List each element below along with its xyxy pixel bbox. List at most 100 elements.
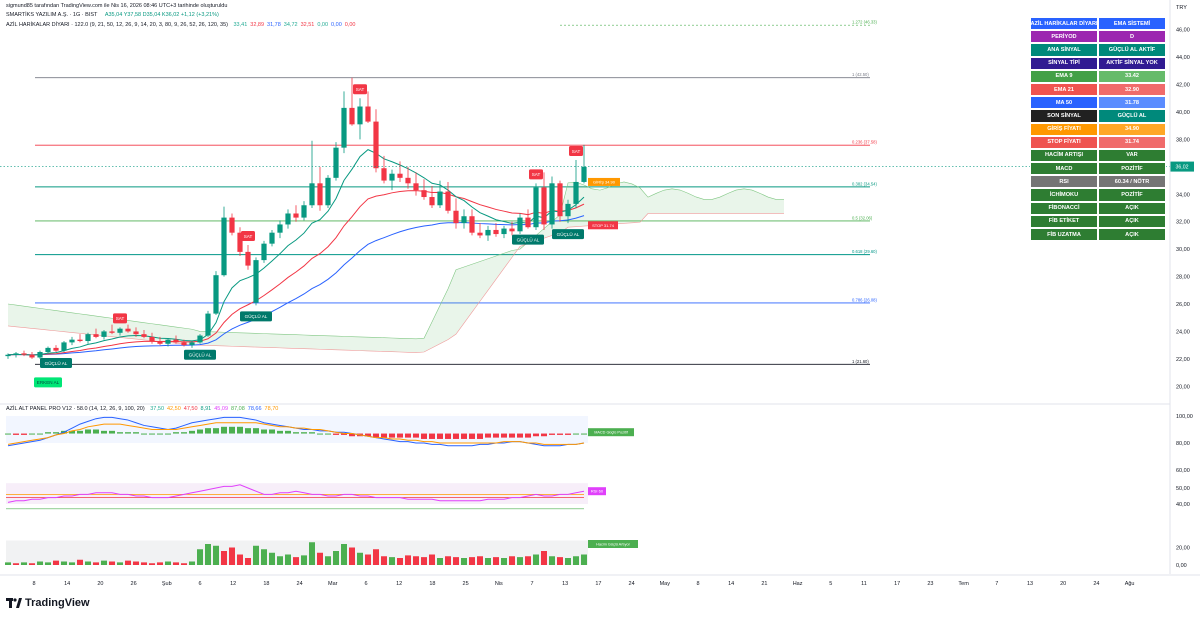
macd-histogram-bar: [517, 433, 523, 438]
signal-table-value: GÜÇLÜ AL AKTİF: [1098, 43, 1166, 57]
x-axis-tick-label: 17: [894, 581, 900, 587]
volume-bar: [469, 557, 475, 565]
macd-axis-tick-label: 80,00: [1176, 441, 1190, 447]
volume-bar: [109, 561, 115, 565]
candle-body: [173, 339, 179, 343]
volume-bar: [317, 552, 323, 565]
ichimoku-cloud: [8, 181, 784, 353]
macd-histogram-bar: [341, 433, 347, 435]
macd-histogram-bar: [469, 433, 475, 439]
macd-histogram-bar: [445, 433, 451, 439]
volume-bar: [117, 562, 123, 565]
fib-level-label: 1.272 (46.33): [852, 20, 878, 25]
macd-histogram-bar: [141, 433, 147, 435]
candle-body: [101, 331, 107, 337]
x-axis-tick-label: 8: [696, 581, 699, 587]
volume-bar: [413, 556, 419, 565]
x-axis-tick-label: 24: [297, 581, 303, 587]
volume-bar: [533, 554, 539, 565]
macd-histogram-bar: [509, 433, 515, 438]
signal-table-label: FİB UZATMA: [1030, 228, 1098, 242]
sub-indicator-legend[interactable]: AZİL ALT PANEL PRO V12 · 58.0 (14, 12, 2…: [6, 406, 281, 412]
candle-body: [509, 228, 515, 232]
signal-table-value: GÜÇLÜ AL: [1098, 109, 1166, 123]
macd-histogram-bar: [461, 433, 467, 439]
candle-body: [109, 331, 115, 333]
x-axis-tick-label: 20: [97, 581, 103, 587]
volume-bar: [381, 556, 387, 565]
volume-bar: [141, 562, 147, 565]
volume-bar: [509, 556, 515, 565]
volume-bar: [13, 563, 19, 565]
macd-histogram-bar: [69, 430, 75, 434]
volume-bar: [309, 542, 315, 565]
candle-body: [557, 183, 563, 217]
fib-level-label: 0.236 (37.58): [852, 140, 878, 145]
candle-body: [461, 216, 467, 224]
legend-value: 33,41: [233, 22, 248, 28]
ichimoku-span-b: [7, 213, 784, 353]
legend-value: 47,50: [183, 406, 198, 412]
macd-histogram-bar: [149, 433, 155, 435]
candle-body: [397, 173, 403, 178]
candle-body: [141, 334, 147, 337]
signal-table-row: EMA 9 33.42: [1030, 69, 1166, 83]
volume-bar: [197, 549, 203, 565]
macd-histogram-bar: [437, 433, 443, 439]
volume-bar: [285, 554, 291, 565]
volume-bar: [485, 558, 491, 565]
fib-level-label: 0.5 (32.06): [852, 215, 873, 220]
candle-body: [421, 190, 427, 198]
macd-histogram-bar: [549, 433, 555, 435]
macd-histogram-bar: [565, 433, 571, 435]
entry-tag: [588, 177, 620, 186]
signal-table-value: EMA SİSTEMİ: [1098, 17, 1166, 31]
candle-body: [301, 205, 307, 218]
macd-histogram-bar: [581, 433, 587, 435]
volume-bar: [61, 561, 67, 565]
volume-bar: [557, 557, 563, 565]
signal-table-row: MACD POZİTİF: [1030, 162, 1166, 176]
ema21-line: [7, 190, 585, 356]
sell-signal: [529, 169, 543, 180]
volume-bar: [261, 549, 267, 565]
current-price-tag: [1170, 161, 1194, 172]
sub-indicator-values: 37,50 42,50 47,50 8,91 45,09 87,08 78,66 78,70: [150, 406, 281, 412]
signal-table-label: EMA 21: [1030, 82, 1098, 97]
candle-body: [181, 342, 187, 346]
candle-body: [365, 106, 371, 122]
candle-body: [445, 191, 451, 211]
x-axis-tick-label: Şub: [162, 581, 172, 587]
y-axis-tick-label: 34,00: [1176, 192, 1190, 198]
signal-table-value: POZİTİF: [1098, 162, 1166, 176]
x-axis-tick-label: May: [660, 581, 671, 587]
volume-bar: [397, 558, 403, 565]
candle-body: [269, 232, 275, 244]
y-axis-tick-label: 32,00: [1176, 220, 1190, 226]
macd-histogram-bar: [453, 433, 459, 439]
volume-bar: [77, 559, 83, 565]
signal-table-value: 60.34 / NÖTR: [1098, 175, 1166, 189]
tradingview-logo[interactable]: TradingView: [6, 597, 90, 609]
macd-histogram-bar: [573, 433, 579, 435]
candle-body: [437, 191, 443, 206]
volume-bar: [253, 545, 259, 565]
macd-histogram-bar: [261, 429, 267, 434]
buy-signal: [552, 229, 584, 240]
early-buy-signal-label: ERKEN AL: [37, 380, 60, 385]
signal-table-label: FİBONACCİ: [1030, 201, 1098, 215]
macd-histogram-bar: [165, 433, 171, 435]
candle-body: [213, 275, 219, 314]
buy-signal: [184, 349, 216, 360]
volume-bar: [357, 552, 363, 565]
sell-signal: [353, 84, 367, 95]
signal-table-label: STOP FİYATI: [1030, 135, 1098, 149]
indicator-legend[interactable]: AZİL HARİKALAR DİYARI · 122.0 (9, 21, 50…: [6, 22, 358, 28]
candle-body: [197, 335, 203, 343]
macd-histogram-bar: [349, 433, 355, 437]
currency-label: TRY: [1176, 5, 1187, 11]
y-axis-tick-label: 28,00: [1176, 275, 1190, 281]
signal-table-row: GİRİŞ FİYATI 34.90: [1030, 122, 1166, 136]
indicator-name: AZİL HARİKALAR DİYARI · 122.0 (9, 21, 50…: [6, 22, 228, 28]
